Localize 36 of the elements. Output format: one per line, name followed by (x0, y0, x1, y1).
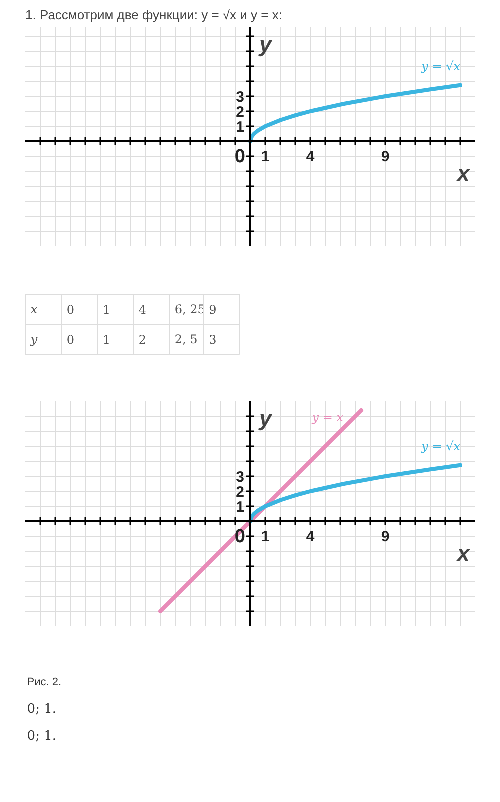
x-tick-label: 1 (261, 148, 270, 166)
y-tick-label: 3 (236, 469, 244, 486)
text: 0; 1. (27, 729, 56, 744)
text: x (30, 302, 38, 316)
y-axis-title: y (258, 32, 274, 57)
chart-title: 1. Рассмотрим две функции: y = √x и y = x: (26, 8, 282, 22)
series-label: y = √x (420, 439, 461, 454)
text: 0 (66, 333, 75, 347)
text: 2, 5 (174, 332, 198, 346)
y-tick-label: 1 (236, 499, 244, 516)
x-tick-label: 1 (261, 528, 270, 546)
text: 4 (138, 303, 147, 317)
text: 0; 1. (27, 702, 56, 717)
series-label: y = x (311, 410, 344, 424)
text: 1 (102, 303, 111, 317)
y-tick-label: 2 (236, 104, 244, 121)
y-tick-label: 1 (236, 119, 244, 136)
x-tick-label: 4 (306, 528, 316, 546)
x-tick-label: 4 (306, 148, 316, 166)
x-tick-label: 9 (381, 528, 390, 546)
text: 1 (102, 333, 111, 347)
x-axis-title: x (456, 161, 470, 186)
y-tick-label: 3 (236, 89, 244, 106)
text: 3 (209, 333, 217, 347)
x-axis-title: x (456, 541, 470, 566)
y-axis-title: y (258, 406, 274, 431)
text: Рис. 2. (27, 676, 62, 688)
text: y (30, 332, 38, 346)
series-label: y = √x (420, 59, 461, 74)
text: 2 (138, 333, 147, 347)
text: 0 (66, 303, 75, 317)
x-tick-label: 9 (381, 148, 390, 166)
text: 9 (209, 303, 217, 317)
x-tick-label: 0 (234, 526, 246, 548)
x-tick-label: 0 (234, 146, 246, 168)
y-tick-label: 2 (236, 484, 244, 501)
